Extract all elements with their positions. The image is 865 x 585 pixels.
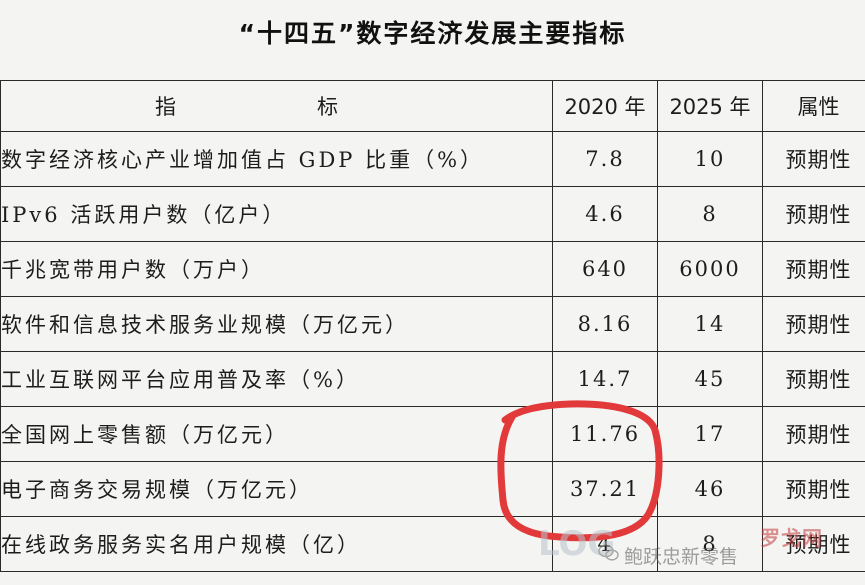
value-2025-cell: 14 bbox=[657, 296, 763, 352]
document-title: “十四五”数字经济发展主要指标 bbox=[238, 19, 627, 48]
value-2020-cell: 4 bbox=[552, 516, 658, 572]
indicator-cell: 在线政务服务实名用户规模（亿） bbox=[0, 516, 553, 572]
header-2020: 2020 年 bbox=[552, 80, 658, 132]
table-row: IPv6 活跃用户数（亿户） 4.6 8 预期性 bbox=[0, 186, 865, 242]
indicator-cell: 数字经济核心产业增加值占 GDP 比重（%） bbox=[0, 131, 553, 187]
table-header-row: 指 标 2020 年 2025 年 属性 bbox=[0, 80, 865, 132]
attribute-cell: 预期性 bbox=[762, 351, 865, 407]
value-2025-cell: 6000 bbox=[657, 241, 763, 297]
table-row: 全国网上零售额（万亿元） 11.76 17 预期性 bbox=[0, 406, 865, 462]
value-2025-cell: 46 bbox=[657, 461, 763, 517]
attribute-cell: 预期性 bbox=[762, 241, 865, 297]
attribute-cell: 预期性 bbox=[762, 406, 865, 462]
attribute-cell: 预期性 bbox=[762, 131, 865, 187]
value-2020-cell: 640 bbox=[552, 241, 658, 297]
header-attribute: 属性 bbox=[762, 80, 865, 132]
table-row: 电子商务交易规模（万亿元） 37.21 46 预期性 bbox=[0, 461, 865, 517]
attribute-cell: 预期性 bbox=[762, 186, 865, 242]
value-2020-cell: 37.21 bbox=[552, 461, 658, 517]
attribute-cell: 预期性 bbox=[762, 296, 865, 352]
value-2025-cell: 8 bbox=[657, 516, 763, 572]
value-2025-cell: 10 bbox=[657, 131, 763, 187]
value-2025-cell: 45 bbox=[657, 351, 763, 407]
value-2020-cell: 8.16 bbox=[552, 296, 658, 352]
value-2025-cell: 8 bbox=[657, 186, 763, 242]
indicator-cell: 工业互联网平台应用普及率（%） bbox=[0, 351, 553, 407]
indicators-table: 指 标 2020 年 2025 年 属性 数字经济核心产业增加值占 GDP 比重… bbox=[0, 80, 865, 572]
value-2020-cell: 11.76 bbox=[552, 406, 658, 462]
indicator-cell: IPv6 活跃用户数（亿户） bbox=[0, 186, 553, 242]
indicator-cell: 千兆宽带用户数（万户） bbox=[0, 241, 553, 297]
table-row: 工业互联网平台应用普及率（%） 14.7 45 预期性 bbox=[0, 351, 865, 407]
value-2020-cell: 14.7 bbox=[552, 351, 658, 407]
indicator-cell: 软件和信息技术服务业规模（万亿元） bbox=[0, 296, 553, 352]
attribute-cell: 预期性 bbox=[762, 516, 865, 572]
value-2025-cell: 17 bbox=[657, 406, 763, 462]
table-row: 软件和信息技术服务业规模（万亿元） 8.16 14 预期性 bbox=[0, 296, 865, 352]
header-indicator: 指 标 bbox=[0, 80, 553, 132]
attribute-cell: 预期性 bbox=[762, 461, 865, 517]
header-2025: 2025 年 bbox=[657, 80, 763, 132]
table-row: 数字经济核心产业增加值占 GDP 比重（%） 7.8 10 预期性 bbox=[0, 131, 865, 187]
value-2020-cell: 4.6 bbox=[552, 186, 658, 242]
indicator-cell: 电子商务交易规模（万亿元） bbox=[0, 461, 553, 517]
indicator-cell: 全国网上零售额（万亿元） bbox=[0, 406, 553, 462]
table-row: 千兆宽带用户数（万户） 640 6000 预期性 bbox=[0, 241, 865, 297]
table-row: 在线政务服务实名用户规模（亿） 4 8 预期性 bbox=[0, 516, 865, 572]
value-2020-cell: 7.8 bbox=[552, 131, 658, 187]
